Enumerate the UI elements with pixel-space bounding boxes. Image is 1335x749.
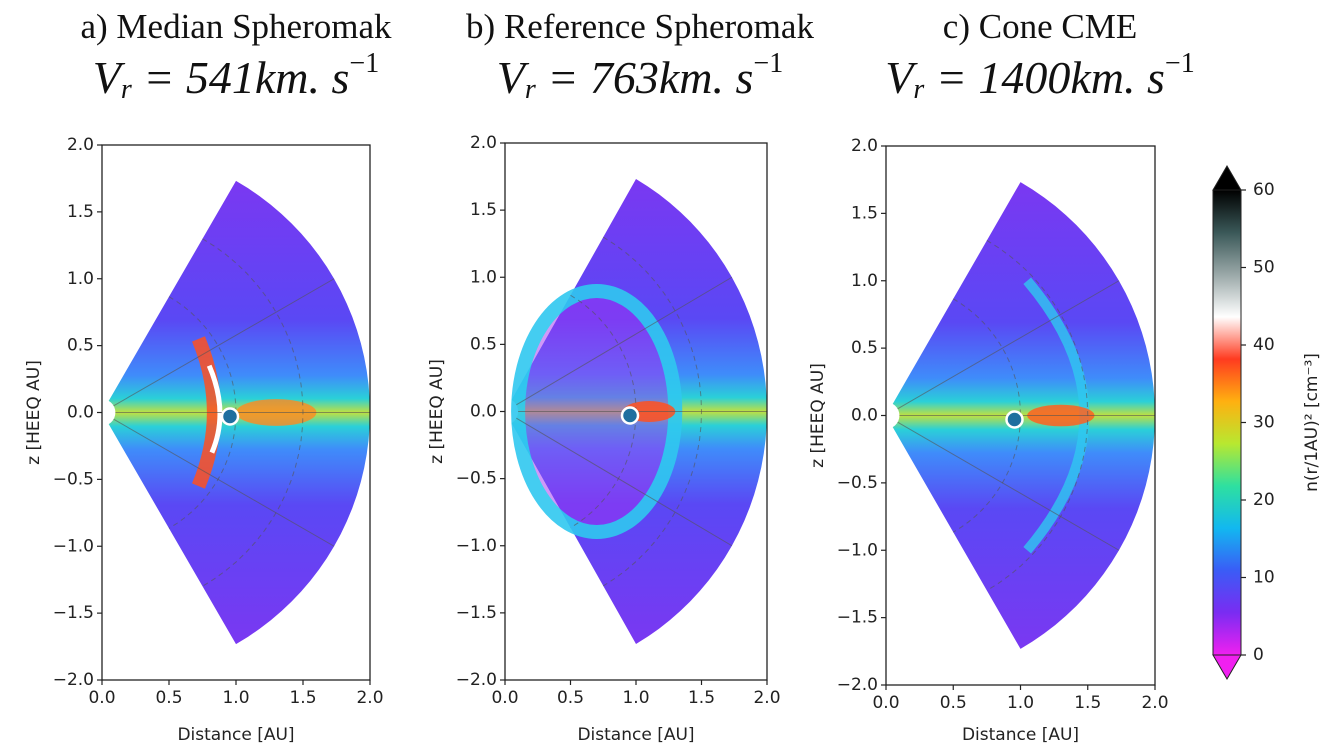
colorbar-tick-label: 10 (1253, 568, 1275, 588)
cme-core (206, 364, 223, 454)
colorbar-tick-label: 30 (1253, 413, 1275, 433)
y-tick-label: 1.5 (67, 202, 94, 222)
x-tick-label: 2.0 (753, 688, 780, 708)
x-tick-label: 1.5 (289, 688, 316, 708)
x-tick-label: 0.0 (491, 688, 518, 708)
polar-grid-ray (516, 276, 733, 406)
y-tick-label: 1.5 (470, 200, 497, 220)
density-field (108, 180, 370, 645)
polar-grid-ray (897, 280, 1120, 410)
earth-marker (1005, 410, 1024, 429)
y-tick-label: −1.0 (837, 540, 878, 560)
y-tick-label: −2.0 (456, 670, 497, 690)
formula-symbol: V (885, 52, 918, 103)
y-tick-label: −2.0 (837, 675, 878, 695)
polar-grid-arc (168, 296, 237, 529)
x-tick-label: 1.5 (688, 688, 715, 708)
colorbar-tick-label: 60 (1253, 180, 1275, 200)
x-axis-label: Distance [AU] (577, 725, 694, 745)
formula-superscript: −1 (1165, 48, 1195, 79)
formula-superscript: −1 (753, 48, 783, 79)
earth-marker (620, 406, 640, 425)
formula-text: = 1400km. s (924, 52, 1165, 103)
y-tick-label: 1.0 (851, 271, 878, 291)
y-tick-label: 0.0 (67, 403, 94, 423)
y-tick-label: 0.5 (851, 338, 878, 358)
y-tick-label: −1.5 (53, 603, 94, 623)
y-tick-label: −1.0 (456, 536, 497, 556)
x-tick-label: 1.0 (1007, 693, 1034, 713)
y-axis-label: z [HEEQ AU] (427, 359, 447, 464)
colorbar (1212, 189, 1242, 656)
polar-grid-ray (897, 421, 1120, 551)
y-tick-label: 0.0 (851, 406, 878, 426)
y-tick-label: −1.0 (53, 536, 94, 556)
x-tick-label: 0.0 (88, 688, 115, 708)
x-axis-label: Distance [AU] (177, 725, 294, 745)
formula-superscript: −1 (349, 48, 379, 79)
earth-marker (220, 407, 240, 426)
formula-text: = 763km. s (536, 52, 754, 103)
y-tick-label: 0.5 (67, 336, 94, 356)
x-tick-label: 0.0 (872, 693, 899, 713)
colorbar-label: n(r/1AU)² [cm⁻³] (1302, 353, 1322, 492)
colorbar-tick-label: 40 (1253, 335, 1275, 355)
y-tick-label: 0.0 (470, 402, 497, 422)
y-tick-label: 1.5 (851, 203, 878, 223)
panel-title: c) Cone CME (943, 7, 1137, 46)
panel-title: b) Reference Spheromak (466, 7, 814, 46)
density-field (511, 178, 767, 645)
y-tick-label: 2.0 (67, 135, 94, 155)
colorbar-extend-max (1212, 165, 1242, 191)
density-field (892, 182, 1155, 649)
colorbar-tick-label: 0 (1253, 645, 1264, 665)
formula: Vr = 1400km. s−1 (885, 48, 1194, 105)
formula-symbol: V (93, 52, 126, 103)
x-tick-label: 1.0 (222, 688, 249, 708)
panel-title: a) Median Spheromak (80, 7, 392, 46)
polar-grid-ray (516, 417, 733, 547)
formula-subscript: r (121, 74, 132, 105)
polar-grid-ray (113, 418, 335, 547)
y-axis-label: z [HEEQ AU] (808, 363, 828, 468)
x-tick-label: 1.0 (622, 688, 649, 708)
y-tick-label: 2.0 (470, 133, 497, 153)
y-tick-label: 1.0 (67, 269, 94, 289)
y-tick-label: 0.5 (470, 334, 497, 354)
x-tick-label: 0.5 (557, 688, 584, 708)
x-axis-label: Distance [AU] (962, 725, 1079, 745)
x-tick-label: 0.5 (155, 688, 182, 708)
x-tick-label: 1.5 (1074, 693, 1101, 713)
x-tick-label: 2.0 (356, 688, 383, 708)
y-tick-label: 1.0 (470, 267, 497, 287)
colorbar-tick-label: 20 (1253, 490, 1275, 510)
colorbar-extend-min (1212, 654, 1242, 680)
polar-grid-ray (113, 278, 335, 407)
y-tick-label: −1.5 (837, 608, 878, 628)
y-tick-label: −0.5 (456, 469, 497, 489)
formula-subscript: r (913, 74, 924, 105)
y-tick-label: −2.0 (53, 670, 94, 690)
formula: Vr = 763km. s−1 (497, 48, 783, 105)
formula-subscript: r (525, 74, 536, 105)
x-tick-label: 2.0 (1141, 693, 1168, 713)
y-tick-label: −1.5 (456, 603, 497, 623)
y-tick-label: −0.5 (837, 473, 878, 493)
formula-text: = 541km. s (132, 52, 350, 103)
polar-grid-arc (952, 298, 1022, 533)
y-tick-label: −0.5 (53, 469, 94, 489)
formula: Vr = 541km. s−1 (93, 48, 379, 105)
x-tick-label: 0.5 (940, 693, 967, 713)
formula-symbol: V (497, 52, 530, 103)
colorbar-tick-label: 50 (1253, 258, 1275, 278)
y-tick-label: 2.0 (851, 136, 878, 156)
y-axis-label: z [HEEQ AU] (24, 360, 44, 465)
